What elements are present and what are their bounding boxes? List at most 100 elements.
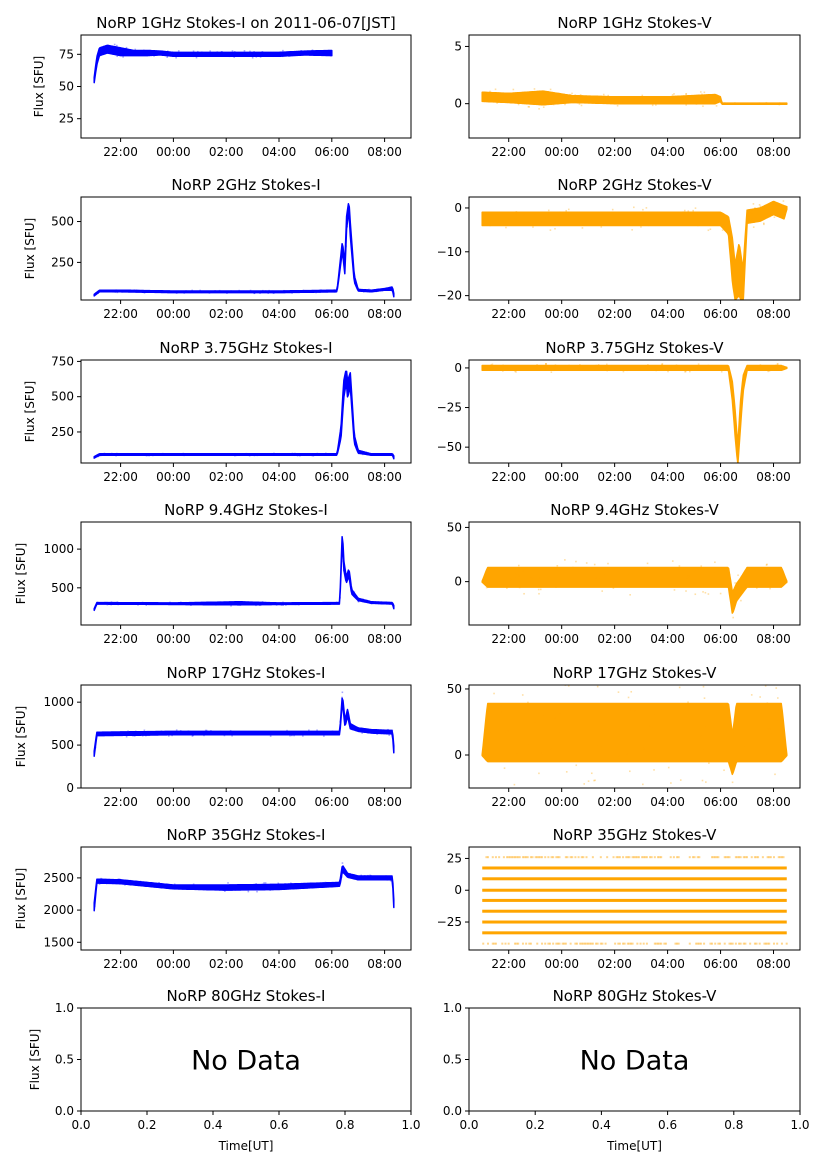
data-point — [651, 104, 654, 107]
data-point — [777, 363, 779, 365]
data-point — [153, 290, 155, 292]
data-point — [144, 885, 146, 887]
data-point — [369, 731, 372, 734]
y-tick-label: 50 — [59, 80, 74, 94]
data-band-level — [482, 898, 787, 902]
data-point — [262, 732, 264, 735]
data-point — [631, 229, 633, 231]
panel-v1: NoRP 1GHz Stokes-V 0 5 22:00 00:00 02:00 04:00… — [454, 14, 801, 159]
data-point — [780, 942, 783, 945]
x-tick-label: 02:00 — [209, 795, 244, 809]
data-point — [753, 856, 756, 859]
data-point — [661, 101, 663, 104]
data-point — [255, 602, 257, 604]
data-point — [730, 760, 732, 763]
x-tick-label: 1.0 — [790, 1118, 809, 1132]
x-tick-label: 02:00 — [209, 145, 244, 159]
data-point — [491, 363, 494, 366]
data-point — [661, 363, 664, 365]
x-tick-label: 06:00 — [703, 145, 738, 159]
data-point — [614, 221, 617, 223]
data-point — [485, 586, 488, 589]
data-point — [234, 889, 237, 891]
data-band-level — [482, 920, 787, 924]
data-point — [542, 106, 545, 108]
data-point — [254, 53, 256, 56]
data-point — [684, 369, 687, 371]
data-point — [227, 882, 229, 884]
data-point — [506, 368, 509, 370]
data-point — [261, 289, 264, 292]
data-point — [753, 942, 756, 945]
x-tick-label: 06:00 — [703, 795, 738, 809]
data-point — [766, 203, 769, 206]
y-tick-label: 75 — [59, 47, 74, 61]
data-point — [158, 290, 160, 293]
data-point — [695, 942, 698, 945]
data-point — [537, 856, 540, 859]
data-point — [585, 856, 588, 859]
data-point — [101, 879, 104, 882]
data-point — [596, 685, 599, 688]
x-tick-label: 00:00 — [156, 795, 191, 809]
data-point — [144, 453, 147, 455]
y-tick-label: 0 — [454, 97, 462, 111]
data-point — [633, 206, 635, 209]
data-point — [759, 696, 761, 698]
data-point — [514, 942, 517, 945]
data-point — [215, 602, 217, 605]
data-point — [321, 290, 324, 293]
data-point — [180, 453, 183, 455]
data-point — [160, 50, 163, 52]
data-series-band — [93, 865, 395, 912]
chart-title: NoRP 17GHz Stokes-V — [553, 664, 718, 682]
data-point — [172, 603, 175, 605]
y-tick-label: 1500 — [43, 935, 74, 949]
data-point — [633, 97, 635, 100]
data-point — [187, 730, 190, 732]
data-point — [358, 452, 360, 455]
data-point — [642, 99, 645, 101]
data-point — [742, 942, 745, 945]
data-point — [626, 942, 629, 945]
data-point — [594, 779, 596, 782]
data-point — [185, 601, 187, 604]
data-point — [768, 942, 771, 945]
data-point — [645, 207, 648, 209]
data-point — [665, 219, 668, 222]
data-point — [670, 782, 672, 784]
data-point — [750, 694, 753, 696]
data-point — [137, 604, 139, 606]
data-point — [259, 55, 262, 57]
data-point — [197, 732, 200, 735]
x-tick-label: 02:00 — [597, 307, 632, 321]
data-point — [718, 567, 720, 569]
data-point — [766, 702, 769, 704]
data-point — [754, 217, 757, 220]
data-point — [192, 55, 195, 58]
data-point — [308, 51, 311, 54]
data-point — [251, 888, 253, 891]
data-point — [267, 733, 270, 736]
data-point — [543, 221, 546, 224]
data-point — [556, 942, 559, 945]
data-point — [674, 942, 677, 945]
data-point — [689, 211, 692, 214]
data-point — [494, 98, 497, 100]
data-point — [723, 856, 726, 859]
y-tick-label: 0 — [454, 883, 462, 897]
data-point — [726, 856, 729, 859]
data-point — [536, 364, 538, 366]
data-point — [209, 50, 211, 52]
data-point — [132, 734, 134, 737]
x-tick-label: 04:00 — [650, 145, 685, 159]
data-point — [293, 734, 295, 737]
data-point — [685, 366, 688, 369]
data-point — [357, 600, 360, 603]
data-point — [748, 210, 750, 212]
y-axis-label: Flux [SFU] — [14, 543, 28, 604]
data-point — [782, 856, 785, 859]
data-point — [339, 264, 341, 267]
data-point — [106, 601, 108, 604]
data-point — [379, 731, 382, 734]
